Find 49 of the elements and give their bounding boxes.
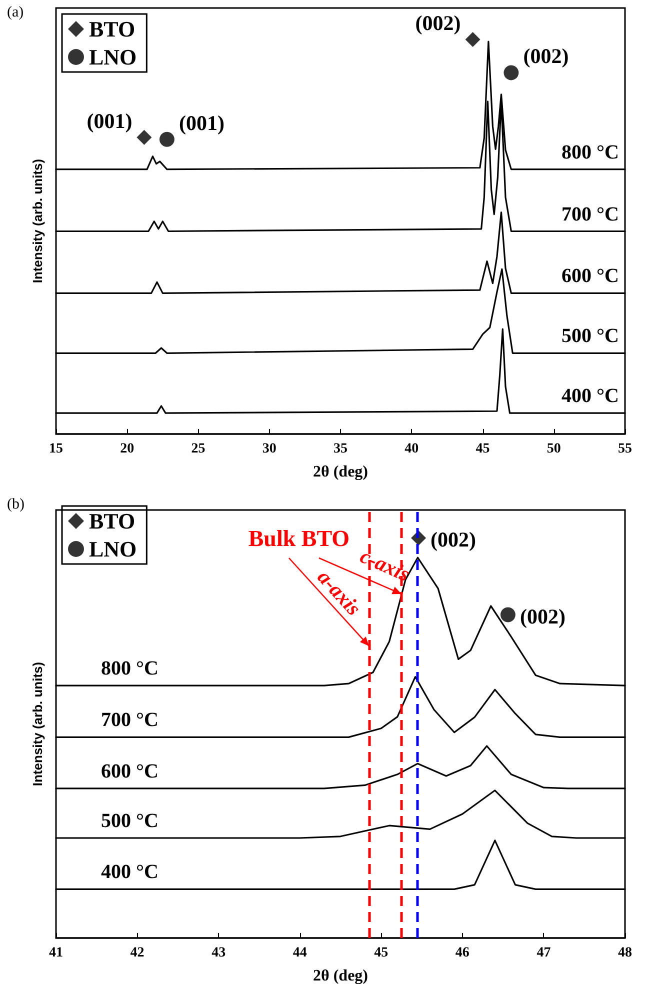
- legend-label: LNO: [89, 536, 137, 562]
- annotation: (001): [86, 108, 132, 133]
- x-tick-label: 43: [212, 946, 226, 960]
- x-tick-label: 50: [546, 442, 561, 456]
- x-tick-label: 20: [120, 442, 134, 456]
- point: [136, 130, 152, 145]
- x-tick-label: 55: [618, 442, 632, 456]
- x-tick-label: 35: [334, 442, 348, 456]
- annotation: (001): [178, 110, 224, 135]
- x-tick-label: 45: [476, 442, 490, 456]
- x-tick-label: 44: [292, 946, 307, 960]
- chart-title: (b): [7, 496, 24, 512]
- annotation: (002): [520, 604, 566, 628]
- series-label: 500 °C: [101, 810, 158, 832]
- series-label: 500 °C: [562, 325, 619, 348]
- x-axis-title: 2θ (deg): [312, 464, 368, 480]
- legend-label: BTO: [89, 508, 136, 534]
- text: (002): [415, 11, 461, 36]
- x-tick-label: 15: [49, 442, 63, 456]
- annotation: (002): [523, 44, 569, 68]
- series-label: 700 °C: [562, 203, 619, 226]
- x-tick-label: 40: [404, 442, 419, 456]
- annotation: c-axis: [356, 544, 414, 586]
- point: [504, 65, 519, 80]
- series-label: 800 °C: [562, 141, 619, 164]
- y-axis-title: Intensity (arb. units): [30, 158, 45, 284]
- series-label: 400 °C: [562, 385, 619, 408]
- annotation: (002): [430, 528, 476, 552]
- x-tick-label: 41: [49, 946, 63, 960]
- x-tick-label: 42: [130, 946, 144, 960]
- annotation: Bulk BTO: [248, 526, 350, 551]
- legend-label: BTO: [89, 16, 136, 42]
- point: [159, 132, 174, 147]
- series-label: 800 °C: [101, 658, 158, 680]
- x-tick-label: 47: [536, 946, 551, 960]
- x-tick-label: 46: [455, 946, 470, 960]
- series-label: 600 °C: [562, 265, 619, 288]
- x-tick-label: 45: [374, 946, 388, 960]
- x-tick-label: 48: [618, 946, 632, 960]
- series-label: 700 °C: [101, 709, 158, 732]
- series-label: 400 °C: [101, 861, 158, 884]
- legend-label: LNO: [89, 44, 137, 70]
- point: [465, 32, 480, 48]
- series-label: 600 °C: [101, 760, 158, 782]
- chart-title: (a): [7, 4, 24, 20]
- y-axis-title: Intensity (arb. units): [30, 662, 45, 786]
- x-tick-label: 25: [191, 442, 206, 456]
- x-tick-label: 30: [262, 442, 276, 456]
- x-axis-title: 2θ (deg): [312, 968, 368, 984]
